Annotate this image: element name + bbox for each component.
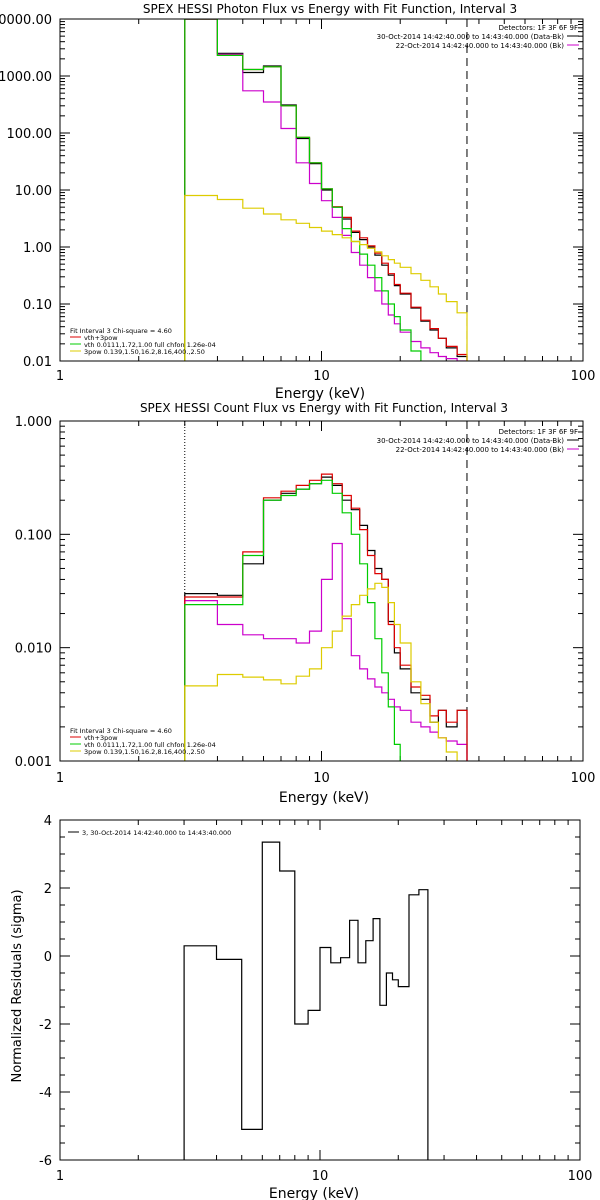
legend-entry: 3pow 0.139,1.50,16.2,8.16,400.,2.50: [84, 748, 205, 756]
panel-photon-flux: SPEX HESSI Photon Flux vs Energy with Fi…: [0, 2, 596, 402]
y-tick-label: 0.100: [15, 528, 52, 543]
x-tick-label: 100: [568, 1169, 593, 1184]
residuals-plot: 1 10 100 -6 -4 -2 0 2 4 3, 30-Oct-2014 14:42:40.0…: [39, 814, 592, 1184]
legend-entry: 3pow 0.139,1.50,16.2,8.16,400.,2.50: [84, 348, 205, 356]
x-tick-label: 1: [56, 771, 64, 786]
legend-entry: vth 0.0111,1.72,1.00 full chfon 1.26e-04: [84, 341, 216, 349]
legend-entry: 3, 30-Oct-2014 14:42:40.000 to 14:43:40.…: [82, 829, 231, 837]
x-axis-label: Energy (keV): [269, 1186, 359, 1200]
series-3pow: [184, 194, 468, 361]
panel-title: SPEX HESSI Photon Flux vs Energy with Fi…: [143, 2, 517, 16]
panel-count-flux: SPEX HESSI Count Flux vs Energy with Fit…: [15, 401, 596, 806]
header-line: 22-Oct-2014 14:42:40.000 to 14:43:40.000…: [396, 42, 565, 50]
series-vth-3pow: [184, 473, 468, 761]
x-tick-label: 1: [56, 1169, 64, 1184]
header-line: Detectors: 1F 3F 6F 9F: [499, 428, 578, 436]
series-vth: [184, 19, 468, 361]
legend-entry: vth+3pow: [84, 334, 118, 342]
y-tick-label: 1.00: [23, 241, 52, 256]
series-vth: [184, 479, 468, 761]
y-tick-label: 0: [44, 950, 52, 965]
series-data-bk: [184, 19, 468, 361]
series-residuals: [183, 841, 429, 1160]
panel-title: SPEX HESSI Count Flux vs Energy with Fit…: [140, 401, 508, 415]
legend-entry: vth+3pow: [84, 734, 118, 742]
header-line: 30-Oct-2014 14:42:40.000 to 14:43:40.000…: [377, 437, 565, 445]
x-axis-label: Energy (keV): [275, 386, 365, 402]
x-tick-label: 10: [313, 369, 330, 384]
y-tick-label: -4: [39, 1086, 52, 1101]
series-3pow: [184, 582, 468, 761]
series-bk: [184, 542, 468, 761]
x-tick-label: 100: [571, 771, 596, 786]
y-tick-label: 0000.00: [0, 13, 52, 28]
x-tick-label: 100: [571, 369, 596, 384]
y-tick-label: 1000.00: [0, 70, 52, 85]
y-tick-label: 4: [44, 814, 52, 829]
plot-frame: [59, 420, 584, 762]
series-data-bk: [184, 476, 468, 761]
x-tick-label: 10: [313, 771, 330, 786]
y-tick-label: 2: [44, 882, 52, 897]
header-line: 22-Oct-2014 14:42:40.000 to 14:43:40.000…: [396, 446, 565, 454]
legend-entry: Fit Interval 3 Chi-square = 4.60: [70, 327, 172, 335]
x-tick-label: 10: [312, 1169, 329, 1184]
x-tick-label: 1: [56, 369, 64, 384]
panel-residuals: 1 10 100 -6 -4 -2 0 2 4 3, 30-Oct-2014 14:42:40.0…: [10, 814, 592, 1200]
y-tick-label: 1.000: [15, 415, 52, 430]
legend-entry: Fit Interval 3 Chi-square = 4.60: [70, 727, 172, 735]
y-axis-label: Normalized Residuals (sigma): [10, 889, 25, 1082]
plot-frame: [59, 18, 584, 362]
y-tick-label: 0.01: [23, 355, 52, 370]
y-tick-label: -2: [39, 1018, 52, 1033]
y-tick-label: -6: [39, 1154, 52, 1169]
photon-flux-plot: 1 10 100 0.01 0.10 1.00 10.00 100.00 1000.00 0000…: [0, 13, 596, 384]
header-line: Detectors: 1F 3F 6F 9F: [499, 24, 578, 32]
y-tick-label: 0.001: [15, 755, 52, 770]
y-tick-label: 10.00: [15, 184, 52, 199]
legend-entry: vth 0.0111,1.72,1.00 full chfon 1.26e-04: [84, 741, 216, 749]
header-line: 30-Oct-2014 14:42:40.000 to 14:43:40.000…: [377, 33, 565, 41]
y-tick-label: 0.010: [15, 642, 52, 657]
y-tick-label: 100.00: [7, 127, 53, 142]
y-tick-label: 0.10: [23, 298, 52, 313]
plot-frame: [59, 819, 581, 1161]
count-flux-plot: 1 10 100 0.001 0.010 0.100 1.000 Detectors: 1F …: [15, 415, 596, 786]
x-axis-label: Energy (keV): [279, 790, 369, 806]
